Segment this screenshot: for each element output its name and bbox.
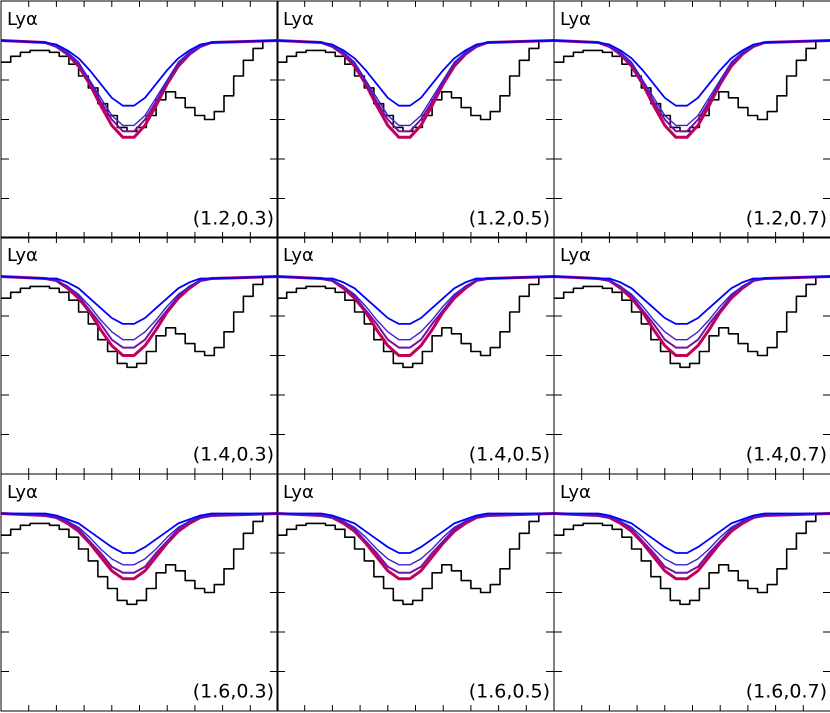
observed-spectrum [277, 39, 554, 133]
model-curve [0, 275, 279, 325]
model-curve [0, 39, 279, 133]
observed-spectrum [554, 512, 830, 606]
model-curve [276, 512, 555, 581]
parameter-label: (1.2,0.7) [746, 208, 827, 230]
model-curve [276, 275, 555, 325]
model-curve [553, 512, 830, 581]
model-curve [553, 512, 830, 566]
panel: Lyα (1.6,0.3) [0, 473, 279, 712]
panel: Lyα (1.4,0.3) [0, 236, 279, 475]
model-curve [276, 512, 555, 574]
line-label: Lyα [7, 482, 38, 503]
panel-frame [0, 0, 279, 239]
model-curve [276, 39, 555, 139]
panel-frame [276, 0, 555, 239]
model-curve [553, 275, 830, 325]
model-curve [553, 39, 830, 107]
panel: Lyα (1.2,0.7) [553, 0, 830, 239]
model-curve [0, 275, 279, 357]
observed-spectrum [1, 39, 278, 133]
model-curve [553, 39, 830, 127]
panel-frame [276, 236, 555, 475]
line-label: Lyα [560, 482, 591, 503]
model-curve [0, 39, 279, 127]
observed-spectrum [277, 275, 554, 369]
model-curve [553, 39, 830, 133]
line-label: Lyα [560, 9, 591, 30]
model-curve [0, 512, 279, 566]
model-curve [553, 39, 830, 139]
line-label: Lyα [283, 9, 314, 30]
panel: Lyα (1.4,0.7) [553, 236, 830, 475]
model-curve [553, 512, 830, 574]
parameter-label: (1.4,0.7) [746, 444, 827, 466]
panel-frame [276, 473, 555, 712]
parameter-label: (1.6,0.5) [469, 681, 550, 703]
observed-spectrum [1, 275, 278, 369]
line-label: Lyα [7, 9, 38, 30]
panel: Lyα (1.2,0.3) [0, 0, 279, 239]
observed-spectrum [277, 512, 554, 606]
observed-spectrum [554, 39, 830, 133]
model-curve [0, 512, 279, 574]
parameter-label: (1.4,0.5) [469, 444, 550, 466]
panel: Lyα (1.2,0.5) [276, 0, 555, 239]
line-label: Lyα [283, 245, 314, 266]
model-curve [276, 275, 555, 341]
observed-spectrum [1, 512, 278, 606]
model-curve [276, 512, 555, 566]
panel: Lyα (1.6,0.5) [276, 473, 555, 712]
panel-frame [0, 473, 279, 712]
model-curve [276, 39, 555, 127]
panel-frame [553, 236, 830, 475]
model-curve [0, 275, 279, 341]
panel-frame [0, 236, 279, 475]
model-curve [0, 39, 279, 139]
model-curve [276, 39, 555, 133]
panel-frame [553, 0, 830, 239]
model-curve [0, 512, 279, 581]
panel: Lyα (1.4,0.5) [276, 236, 555, 475]
panel-frame [553, 473, 830, 712]
model-curve [276, 39, 555, 107]
line-label: Lyα [560, 245, 591, 266]
model-curve [553, 275, 830, 341]
line-label: Lyα [7, 245, 38, 266]
parameter-label: (1.2,0.5) [469, 208, 550, 230]
parameter-label: (1.2,0.3) [193, 208, 274, 230]
model-curve [1, 512, 278, 554]
line-label: Lyα [283, 482, 314, 503]
panel: Lyα (1.6,0.7) [553, 473, 830, 712]
parameter-label: (1.4,0.3) [193, 444, 274, 466]
model-curve [277, 512, 554, 554]
observed-spectrum [554, 275, 830, 369]
parameter-label: (1.6,0.7) [746, 681, 827, 703]
model-curve [0, 39, 279, 107]
model-curve [553, 275, 830, 357]
model-curve [276, 275, 555, 357]
model-curve [554, 512, 830, 554]
parameter-label: (1.6,0.3) [193, 681, 274, 703]
